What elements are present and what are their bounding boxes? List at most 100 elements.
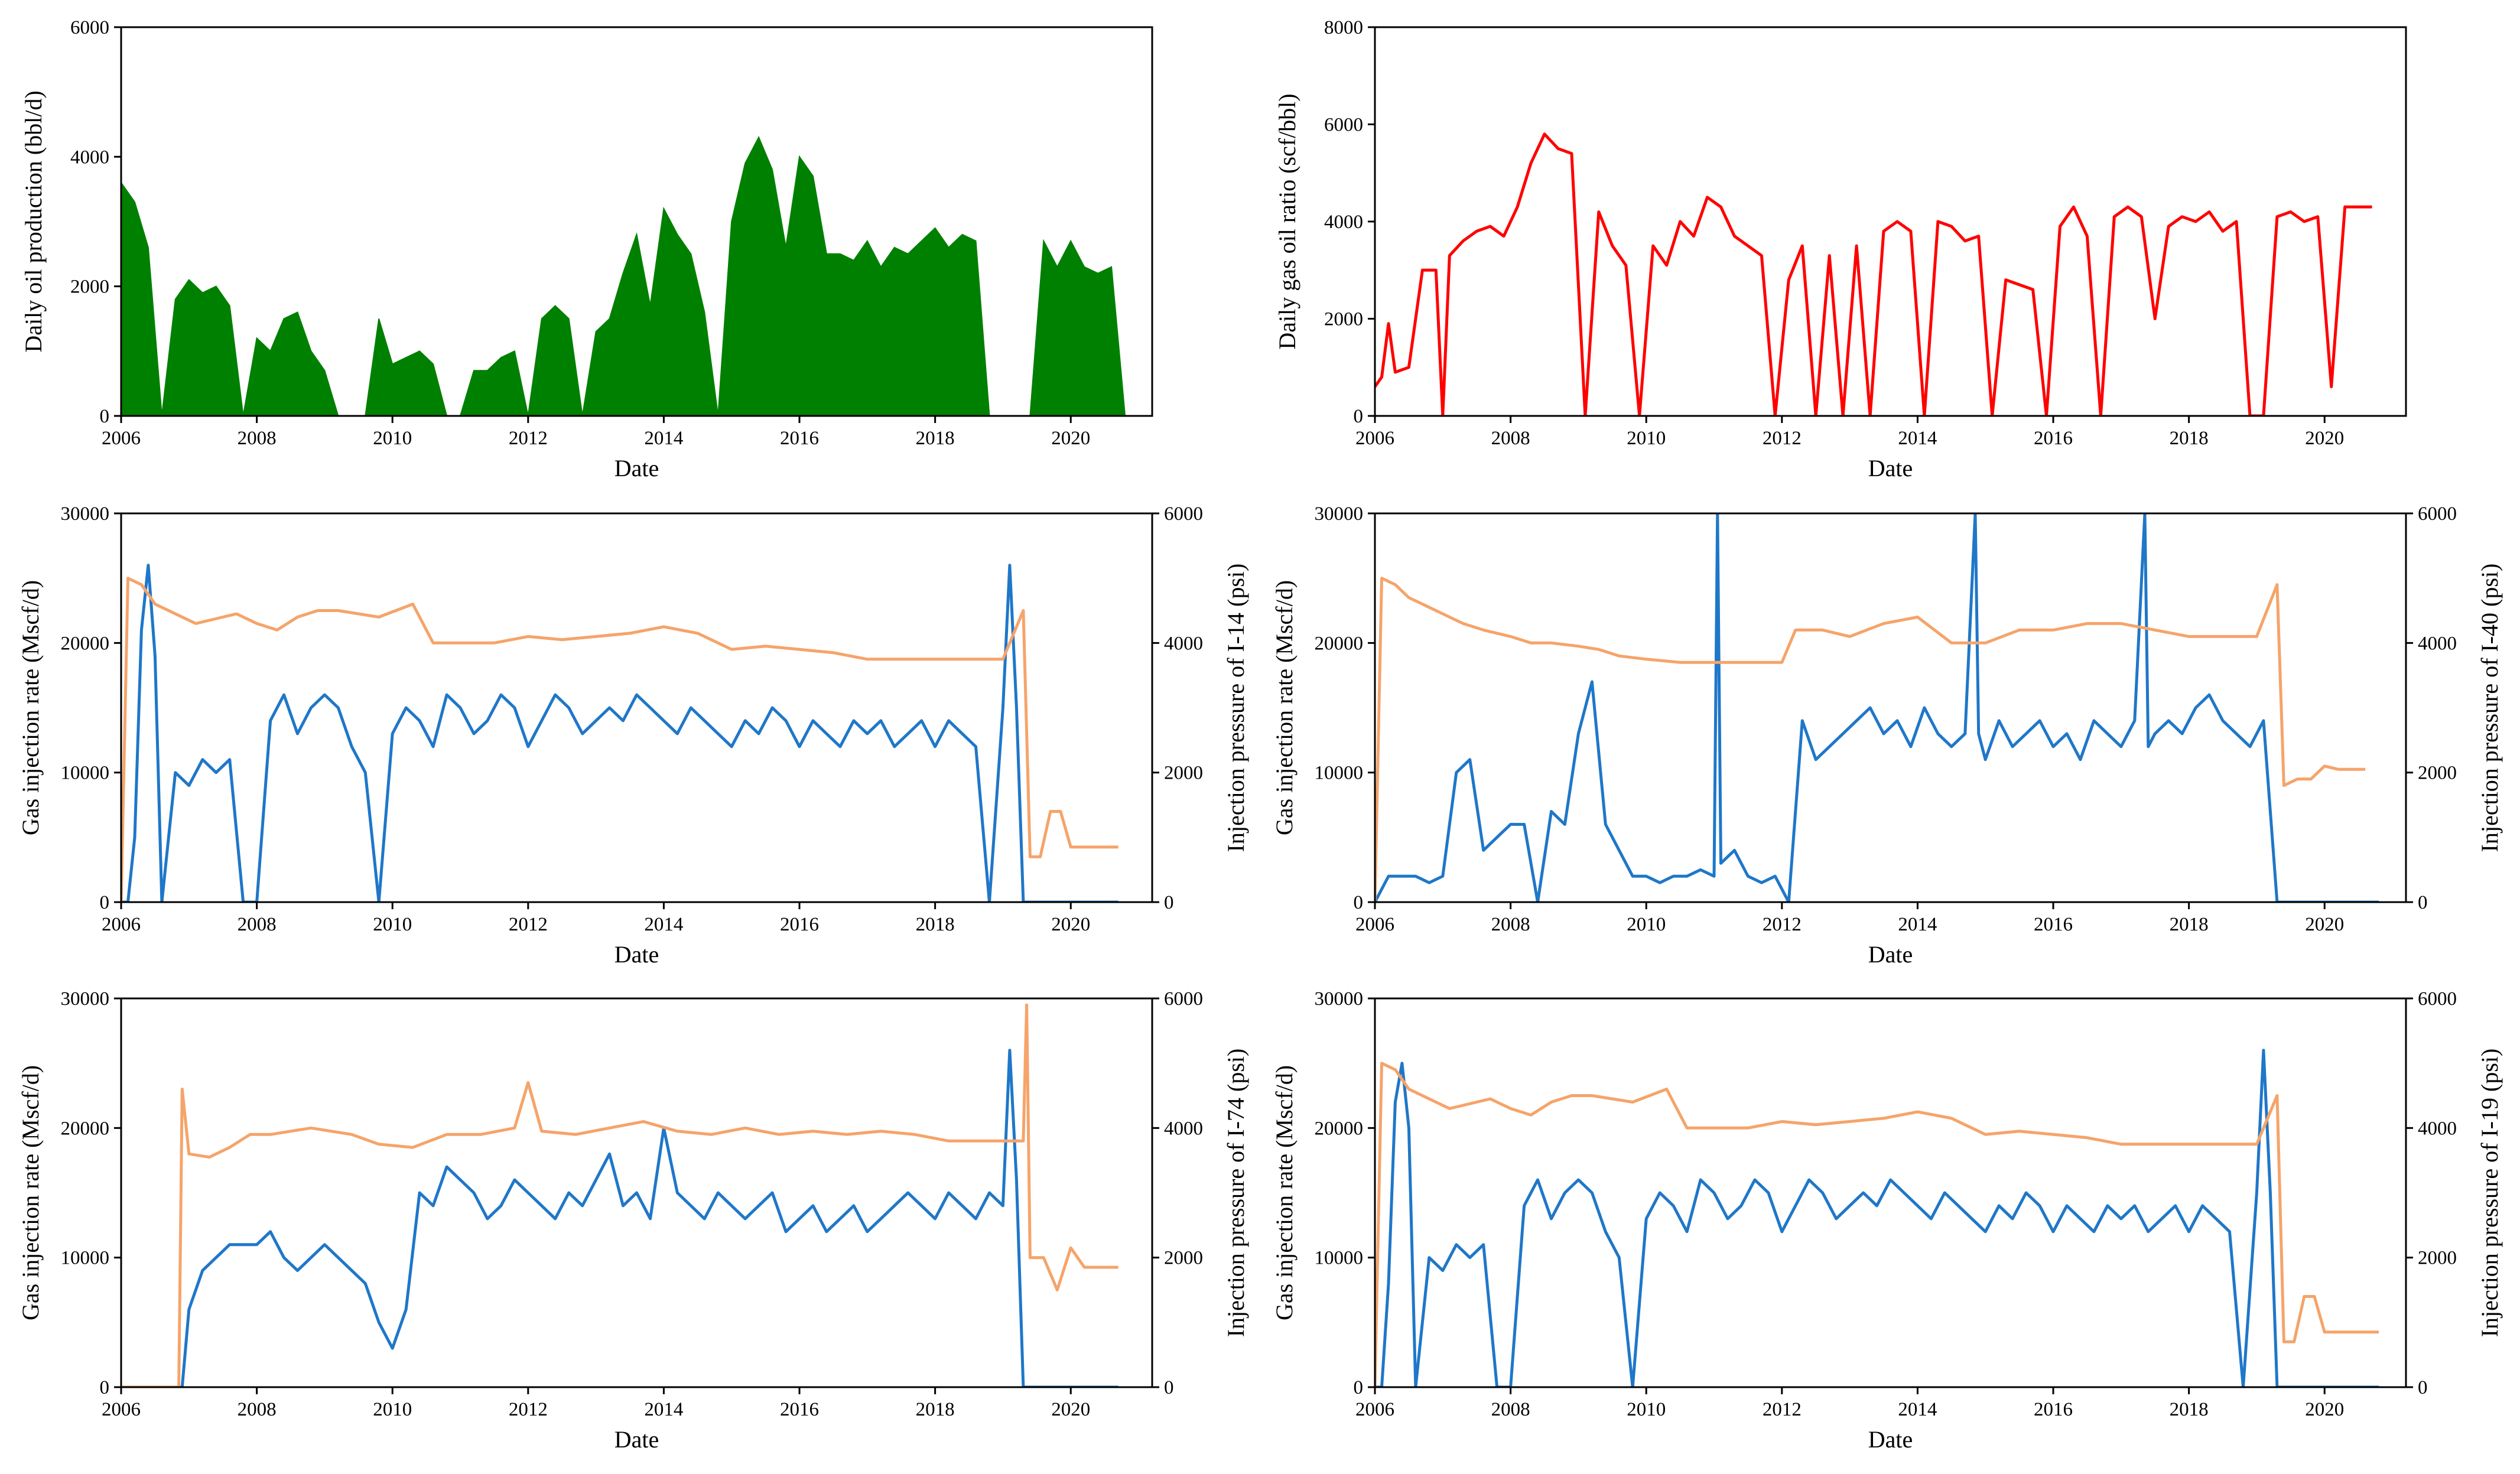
oil-ytick-label: 0 <box>100 406 110 427</box>
well-1-14-ylabel: Gas injection rate (Mscf/d) <box>17 580 44 835</box>
gor-xtick-label: 2012 <box>1763 428 1802 449</box>
well-1-19-ylabel: Gas injection rate (Mscf/d) <box>1271 1065 1298 1320</box>
well-1-14-ytick-right-label: 6000 <box>1164 503 1203 525</box>
well-1-14-xtick-label: 2020 <box>1051 914 1090 935</box>
well-1-14-xtick-label: 2006 <box>102 914 141 935</box>
well-1-19-ytick-right-label: 2000 <box>2418 1248 2457 1269</box>
oil-ylabel: Daily oil production (bbl/d) <box>20 90 47 352</box>
well-1-19-series-1-line <box>1375 1049 2379 1387</box>
panel-well-1-40: 2006 2008 2010 2012 2014 2016 2018 2020 0 10000 20… <box>1271 503 2503 968</box>
gor-xtick-label: 2008 <box>1491 428 1530 449</box>
gor-xtick-label: 2016 <box>2034 428 2073 449</box>
gor-ylabel: Daily gas oil ratio (scf/bbl) <box>1274 93 1300 349</box>
well-1-14-ylabel-right: Injection pressure of I-14 (psi) <box>1222 564 1249 852</box>
well-1-14-ytick-right-label: 4000 <box>1164 633 1203 654</box>
well-1-19-xlabel: Date <box>1868 1426 1913 1453</box>
well-1-19-plot-frame <box>1374 997 2407 1388</box>
well-1-74-xtick-label: 2012 <box>509 1399 548 1420</box>
well-1-19-xtick-label: 2020 <box>2305 1399 2344 1420</box>
well-1-14-xlabel: Date <box>614 941 659 968</box>
well-1-74-ytick-label: 30000 <box>61 988 110 1010</box>
well-1-19-ytick-right-label: 6000 <box>2418 988 2457 1010</box>
well-1-14-ytick-label: 0 <box>100 892 110 913</box>
well-1-40-ytick-right-label: 6000 <box>2418 503 2457 525</box>
gor-ytick-label: 2000 <box>1324 309 1363 330</box>
well-1-40-xtick-label: 2016 <box>2034 914 2073 935</box>
well-1-19-ylabel-right: Injection pressure of I-19 (psi) <box>2476 1049 2503 1338</box>
well-1-14-series-1-line <box>121 564 1118 902</box>
oil-xtick-label: 2012 <box>509 428 548 449</box>
well-1-40-ytick-label: 10000 <box>1315 763 1364 784</box>
well-1-40-ytick-right-label: 0 <box>2418 892 2428 913</box>
well-1-74-ytick-label: 10000 <box>61 1248 110 1269</box>
well-1-19-ytick-label: 10000 <box>1315 1248 1364 1269</box>
well-1-74-xtick-label: 2008 <box>238 1399 277 1420</box>
well-1-74-ytick-right-label: 2000 <box>1164 1248 1203 1269</box>
oil-ytick-label: 6000 <box>70 17 109 38</box>
oil-series-1-area <box>121 136 1126 416</box>
well-1-40-ytick-right-label: 4000 <box>2418 633 2457 654</box>
well-1-40-ytick-right-label: 2000 <box>2418 763 2457 784</box>
well-1-14-ytick-right-label: 2000 <box>1164 763 1203 784</box>
well-1-40-ylabel-right: Injection pressure of I-40 (psi) <box>2476 564 2503 852</box>
well-1-74-series-2-line <box>121 1003 1118 1387</box>
panel-well-1-19: 2006 2008 2010 2012 2014 2016 2018 2020 0 10000 20… <box>1271 988 2503 1453</box>
oil-xtick-label: 2008 <box>238 428 277 449</box>
well-1-40-series-2-line <box>1375 577 2366 902</box>
oil-xtick-label: 2014 <box>644 428 683 449</box>
gor-xtick-label: 2006 <box>1355 428 1394 449</box>
gor-ytick-label: 8000 <box>1324 17 1363 38</box>
well-1-19-xtick-label: 2010 <box>1627 1399 1666 1420</box>
well-1-19-ytick-label: 20000 <box>1315 1118 1364 1139</box>
panel-well-1-74: 2006 2008 2010 2012 2014 2016 2018 2020 0 10000 20… <box>17 988 1249 1453</box>
well-1-74-xtick-label: 2010 <box>373 1399 412 1420</box>
well-1-14-ytick-label: 30000 <box>61 503 110 525</box>
well-1-14-xtick-label: 2010 <box>373 914 412 935</box>
well-1-19-ytick-right-label: 4000 <box>2418 1118 2457 1139</box>
well-1-19-ytick-right-label: 0 <box>2418 1377 2428 1398</box>
well-1-74-ylabel-right: Injection pressure of I-74 (psi) <box>1222 1049 1249 1338</box>
gor-ytick-label: 4000 <box>1324 211 1363 233</box>
gor-xtick-label: 2018 <box>2170 428 2209 449</box>
well-1-19-xtick-label: 2018 <box>2170 1399 2209 1420</box>
panel-well-1-14: 2006 2008 2010 2012 2014 2016 2018 2020 0 10000 20… <box>17 503 1249 968</box>
panel-gor: 2006 2008 2010 2012 2014 2016 2018 2020 0 2000 400… <box>1274 17 2407 481</box>
well-1-40-ytick-label: 30000 <box>1315 503 1364 525</box>
oil-ytick-label: 2000 <box>70 276 109 298</box>
well-1-74-ytick-label: 0 <box>100 1377 110 1398</box>
well-1-74-xtick-label: 2016 <box>780 1399 819 1420</box>
well-1-74-ylabel: Gas injection rate (Mscf/d) <box>17 1065 44 1320</box>
gor-ytick-label: 0 <box>1354 406 1364 427</box>
well-1-40-ytick-label: 0 <box>1354 892 1364 913</box>
oil-xtick-label: 2020 <box>1051 428 1090 449</box>
well-1-40-ylabel: Gas injection rate (Mscf/d) <box>1271 580 1298 835</box>
well-1-19-ytick-label: 0 <box>1354 1377 1364 1398</box>
well-1-40-ytick-label: 20000 <box>1315 633 1364 654</box>
well-1-14-ytick-label: 10000 <box>61 763 110 784</box>
oil-plot-frame <box>120 26 1153 417</box>
well-1-40-xtick-label: 2014 <box>1898 914 1937 935</box>
well-1-14-xtick-label: 2008 <box>238 914 277 935</box>
well-1-74-ytick-right-label: 0 <box>1164 1377 1174 1398</box>
panel-oil: 2006 2008 2010 2012 2014 2016 2018 2020 0 2000 400… <box>20 17 1153 481</box>
well-1-19-xtick-label: 2014 <box>1898 1399 1937 1420</box>
gor-series-1-line <box>1375 132 2372 416</box>
oil-xtick-label: 2016 <box>780 428 819 449</box>
gor-xtick-label: 2010 <box>1627 428 1666 449</box>
well-1-40-plot-frame <box>1374 512 2407 903</box>
well-1-40-xtick-label: 2020 <box>2305 914 2344 935</box>
well-1-19-xtick-label: 2016 <box>2034 1399 2073 1420</box>
oil-xtick-label: 2010 <box>373 428 412 449</box>
well-1-14-ytick-right-label: 0 <box>1164 892 1174 913</box>
well-1-40-xtick-label: 2018 <box>2170 914 2209 935</box>
well-1-40-xlabel: Date <box>1868 941 1913 968</box>
oil-xtick-label: 2018 <box>916 428 955 449</box>
well-1-40-series-1-line <box>1375 513 2379 902</box>
gor-ytick-label: 6000 <box>1324 115 1363 136</box>
well-1-74-series-1-line <box>121 1049 1118 1387</box>
well-1-14-xtick-label: 2012 <box>509 914 548 935</box>
gor-plot-frame <box>1374 26 2407 417</box>
well-1-74-xtick-label: 2006 <box>102 1399 141 1420</box>
well-1-74-xtick-label: 2020 <box>1051 1399 1090 1420</box>
